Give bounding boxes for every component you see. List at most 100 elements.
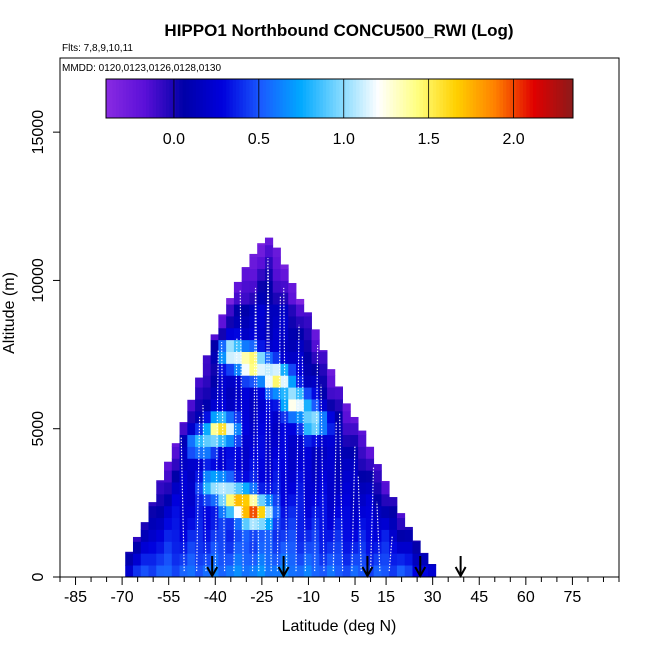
heatmap-cell <box>210 363 219 376</box>
heatmap-cell <box>365 458 375 471</box>
heatmap-cell <box>311 565 320 578</box>
colorbar-segment <box>116 79 120 118</box>
heatmap-cell <box>350 434 359 447</box>
heatmap-cell <box>202 434 212 447</box>
heatmap-cell <box>257 517 266 530</box>
heatmap-cell <box>272 458 281 471</box>
heatmap-cell <box>311 458 320 471</box>
heatmap-cell <box>233 375 243 388</box>
heatmap-cell <box>179 505 188 519</box>
heatmap-cell <box>249 541 258 554</box>
heatmap-cell <box>280 434 289 447</box>
heatmap-cell <box>264 280 274 293</box>
heatmap-cell <box>171 482 180 495</box>
heatmap-cell <box>373 464 382 471</box>
flight-profile-track <box>214 350 219 572</box>
heatmap-cell <box>272 339 281 352</box>
heatmap-cell <box>288 304 297 317</box>
heatmap-cell <box>327 399 336 412</box>
heatmap-cell <box>264 541 274 554</box>
heatmap-cell <box>195 529 204 542</box>
heatmap-cell <box>342 505 351 519</box>
heatmap-cell <box>264 553 274 566</box>
colorbar-segment <box>129 79 134 118</box>
heatmap-cell <box>148 553 157 566</box>
colorbar-segment <box>329 79 334 118</box>
colorbar-segment <box>376 79 381 118</box>
heatmap-cell <box>257 446 266 459</box>
heatmap-cell <box>342 517 351 530</box>
heatmap-cell <box>311 363 320 376</box>
heatmap-cell <box>257 541 266 554</box>
flight-profile-tracks <box>180 258 393 572</box>
heatmap-cell <box>272 375 281 388</box>
x-tick-label: 45 <box>470 589 488 606</box>
colorbar-segment <box>479 79 484 118</box>
heatmap-cell <box>202 422 212 436</box>
heatmap-cell <box>288 565 297 578</box>
heatmap-cell <box>303 458 312 471</box>
colorbar-segment <box>559 79 564 118</box>
heatmap-cell <box>319 422 328 436</box>
heatmap-cell <box>233 422 243 436</box>
heatmap-cell <box>389 517 398 530</box>
heatmap-cell <box>358 565 367 578</box>
heatmap-cell <box>288 410 297 424</box>
colorbar-segment <box>309 79 314 118</box>
heatmap-cell <box>210 410 219 424</box>
colorbar-segment <box>339 79 344 118</box>
colorbar-segment <box>502 79 507 118</box>
heatmap-cell <box>420 552 429 554</box>
heatmap-cell <box>303 482 312 495</box>
heatmap-cell <box>296 553 305 566</box>
heatmap-cell <box>249 351 258 364</box>
heatmap-cell <box>412 541 421 554</box>
colorbar-tick-label: 0.5 <box>248 131 270 148</box>
heatmap-cell <box>389 541 398 554</box>
heatmap-cell <box>319 529 328 542</box>
heatmap-cell <box>296 422 305 436</box>
heatmap-cell <box>210 422 219 436</box>
heatmap-cell <box>280 268 289 281</box>
colorbar-segment <box>392 79 397 118</box>
heatmap-cell <box>288 351 297 364</box>
heatmap-cell <box>389 505 398 519</box>
heatmap-cell <box>272 422 281 436</box>
heatmap-cell <box>226 458 235 471</box>
heatmap-cell <box>288 316 297 329</box>
colorbar-segment <box>432 79 437 118</box>
heatmap-cell <box>249 553 258 566</box>
heatmap-cell <box>164 541 173 554</box>
heatmap-cell <box>241 446 250 459</box>
heatmap-cell <box>210 470 219 483</box>
heatmap-cell <box>373 505 382 519</box>
heatmap-cell <box>342 493 351 507</box>
heatmap-cell <box>218 565 227 578</box>
heatmap-cell <box>296 339 305 352</box>
heatmap-cell <box>202 387 212 400</box>
colorbar-segment <box>402 79 407 118</box>
heatmap-cell <box>365 482 375 495</box>
heatmap-cell <box>350 505 359 519</box>
heatmap-cell <box>334 505 343 519</box>
x-tick-label: 15 <box>377 589 395 606</box>
heatmap-cell <box>311 517 320 530</box>
colorbar-segment <box>196 79 200 118</box>
heatmap-cell <box>319 363 328 376</box>
colorbar-segment <box>342 79 347 118</box>
heatmap-cell <box>319 434 328 447</box>
heatmap-cell <box>148 565 157 578</box>
heatmap-cell <box>171 458 180 471</box>
heatmap-cell <box>272 565 281 578</box>
colorbar-segment <box>496 79 501 118</box>
heatmap-cell <box>296 434 305 447</box>
heatmap-cell <box>373 541 382 554</box>
heatmap-cell <box>210 375 219 388</box>
colorbar-segment <box>409 79 414 118</box>
colorbar-segment <box>156 79 160 118</box>
heatmap-cell <box>296 505 305 519</box>
heatmap-cell <box>358 553 367 566</box>
heatmap-cell <box>319 387 328 400</box>
heatmap-cell <box>350 458 359 471</box>
heatmap-cell <box>187 434 196 447</box>
